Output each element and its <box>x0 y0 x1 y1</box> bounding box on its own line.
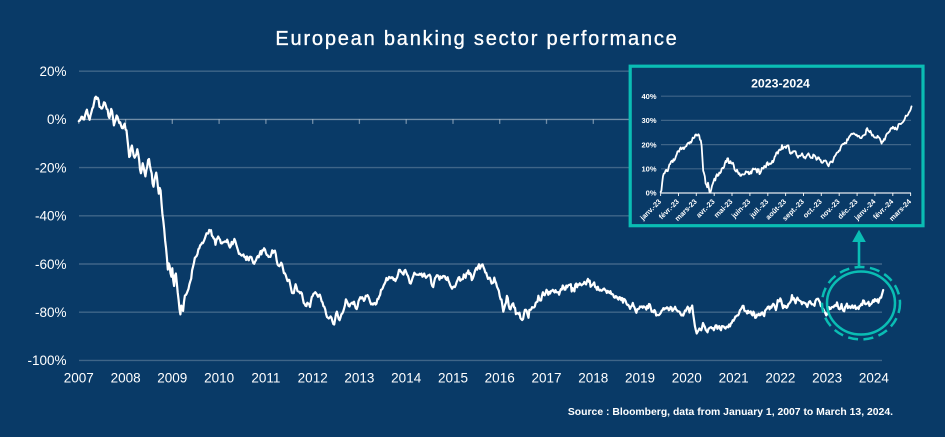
svg-text:2008: 2008 <box>111 371 141 386</box>
svg-text:2024: 2024 <box>859 371 890 386</box>
svg-text:2009: 2009 <box>157 371 187 386</box>
svg-text:-40%: -40% <box>35 209 67 224</box>
svg-text:2010: 2010 <box>204 371 234 386</box>
svg-text:Source : Bloomberg, data from: Source : Bloomberg, data from January 1,… <box>568 407 893 418</box>
svg-text:0%: 0% <box>646 189 657 198</box>
svg-text:2017: 2017 <box>531 371 561 386</box>
svg-text:2019: 2019 <box>625 371 655 386</box>
svg-text:2022: 2022 <box>765 371 795 386</box>
svg-text:-100%: -100% <box>27 353 66 368</box>
svg-text:20%: 20% <box>641 140 656 149</box>
svg-text:-80%: -80% <box>35 305 67 320</box>
svg-text:2018: 2018 <box>578 371 608 386</box>
svg-text:2021: 2021 <box>719 371 749 386</box>
svg-text:2013: 2013 <box>344 371 374 386</box>
svg-text:2023: 2023 <box>812 371 842 386</box>
svg-text:2015: 2015 <box>438 371 468 386</box>
svg-text:European banking sector perfor: European banking sector performance <box>275 28 678 50</box>
svg-text:2023-2024: 2023-2024 <box>751 77 810 91</box>
svg-text:0%: 0% <box>47 112 67 127</box>
svg-text:2012: 2012 <box>298 371 328 386</box>
svg-text:2011: 2011 <box>251 371 280 386</box>
svg-text:-20%: -20% <box>35 160 67 175</box>
svg-text:-60%: -60% <box>35 257 67 272</box>
svg-text:2020: 2020 <box>672 371 702 386</box>
svg-text:2007: 2007 <box>64 371 94 386</box>
svg-text:2016: 2016 <box>485 371 515 386</box>
svg-text:20%: 20% <box>39 64 66 79</box>
svg-text:10%: 10% <box>641 165 656 174</box>
svg-text:30%: 30% <box>641 116 656 125</box>
svg-text:40%: 40% <box>641 92 656 101</box>
svg-text:2014: 2014 <box>391 371 422 386</box>
